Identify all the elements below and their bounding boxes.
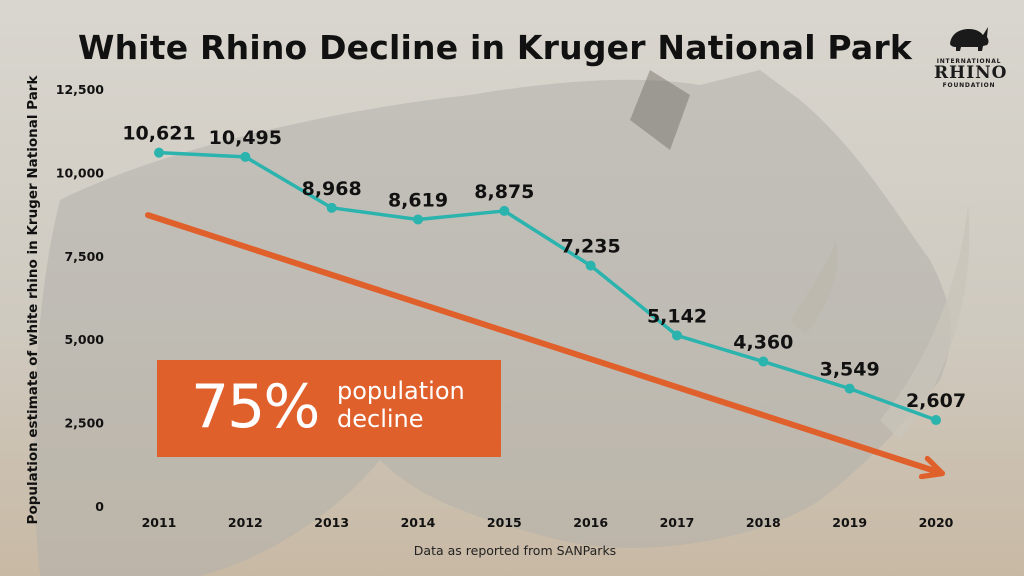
- callout-line-2: decline: [337, 405, 424, 433]
- data-label: 7,235: [561, 236, 621, 258]
- data-label: 8,875: [474, 181, 534, 203]
- data-point: [154, 147, 164, 158]
- data-point: [585, 260, 596, 271]
- x-tick-label: 2012: [228, 515, 263, 530]
- data-label: 8,619: [388, 189, 448, 211]
- y-tick-label: 2,500: [64, 416, 104, 431]
- y-tick-label: 0: [95, 499, 104, 514]
- data-label: 4,360: [733, 332, 793, 354]
- data-point: [499, 205, 510, 216]
- x-tick-label: 2011: [142, 515, 177, 530]
- data-point: [240, 151, 251, 162]
- series-line-white-rhino: [158, 150, 937, 422]
- data-point: [931, 415, 941, 426]
- trend-arrow: [145, 212, 938, 472]
- data-point: [758, 356, 769, 367]
- data-point: [413, 214, 423, 225]
- data-points: [154, 147, 941, 426]
- data-label: 8,968: [302, 178, 362, 200]
- data-labels: 10,621 10,495 8,968 8,619 8,875 7,235 5,142 4,3…: [122, 123, 966, 412]
- y-tick-label: 12,500: [56, 82, 105, 97]
- x-axis-ticks: 2011 2012 2013 2014 2015 2016 2017 2018 2019 2020: [142, 515, 954, 530]
- callout-text: population decline: [337, 377, 465, 433]
- data-point: [672, 330, 682, 341]
- x-tick-label: 2015: [487, 515, 522, 530]
- data-label: 10,495: [209, 127, 282, 149]
- y-axis-label: Population estimate of white rhino in Kr…: [25, 75, 41, 525]
- callout-line-1: population: [337, 377, 465, 405]
- y-tick-label: 5,000: [64, 332, 104, 347]
- data-point: [844, 383, 855, 394]
- decline-callout: 75% population decline: [157, 360, 501, 457]
- data-label: 5,142: [647, 305, 707, 327]
- x-tick-label: 2020: [919, 515, 954, 530]
- x-tick-label: 2014: [401, 515, 436, 530]
- x-tick-label: 2016: [573, 515, 608, 530]
- rhino-silhouette-icon: [950, 27, 989, 51]
- y-tick-label: 7,500: [64, 249, 104, 264]
- x-tick-label: 2018: [746, 515, 781, 530]
- rhino-foundation-logo: INTERNATIONAL RHINO FOUNDATION: [934, 22, 1008, 102]
- data-point: [326, 202, 337, 213]
- data-label: 2,607: [906, 390, 966, 412]
- data-label: 10,621: [122, 123, 195, 145]
- data-label: 3,549: [820, 359, 880, 381]
- x-tick-label: 2013: [314, 515, 349, 530]
- logo-line-2: RHINO: [934, 63, 1008, 83]
- x-tick-label: 2019: [832, 515, 867, 530]
- source-note: Data as reported from SANParks: [413, 543, 617, 558]
- y-axis-ticks: 0 2,500 5,000 7,500 10,000 12,500: [56, 82, 105, 514]
- logo-line-3: FOUNDATION: [942, 82, 996, 89]
- y-tick-label: 10,000: [56, 165, 105, 180]
- logo-line-1: INTERNATIONAL: [936, 58, 1002, 65]
- x-tick-label: 2017: [660, 515, 695, 530]
- callout-percentage: 75%: [191, 372, 320, 442]
- chart-title: White Rhino Decline in Kruger National P…: [77, 28, 913, 67]
